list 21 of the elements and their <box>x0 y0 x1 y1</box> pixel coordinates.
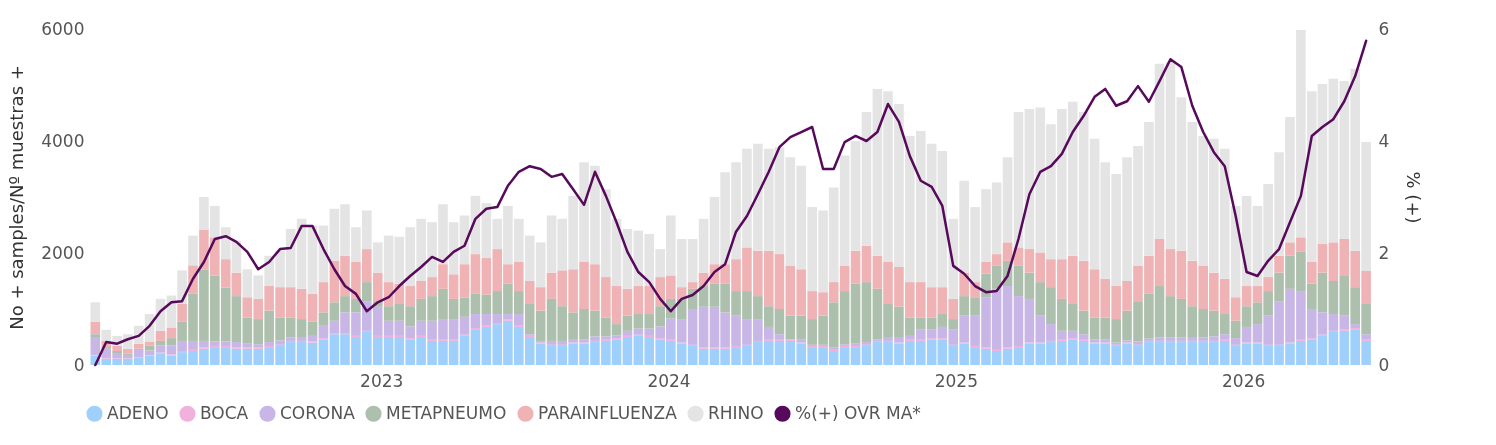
y-tick-label: 4000 <box>41 130 85 151</box>
legend-label: PARAINFLUENZA <box>538 402 678 423</box>
x-tick-label: 2024 <box>647 370 691 391</box>
y-tick-label: 0 <box>73 354 85 375</box>
y2-tick-label: 6 <box>1378 18 1390 39</box>
legend-label: CORONA <box>280 402 356 423</box>
y2-axis-title: % (+) <box>1403 171 1425 224</box>
x-tick-label: 2023 <box>360 370 404 391</box>
legend-label: RHINO <box>708 402 764 423</box>
legend-label: BOCA <box>200 402 249 423</box>
x-tick-label: 2025 <box>934 370 978 391</box>
y-tick-label: 2000 <box>41 242 85 263</box>
legend-label: ADENO <box>107 402 169 423</box>
y-tick-label: 6000 <box>41 18 85 39</box>
x-tick-label: 2026 <box>1222 370 1266 391</box>
legend-label: %(+) OVR MA* <box>795 402 921 423</box>
y2-tick-label: 4 <box>1378 130 1390 151</box>
legend-label: METAPNEUMO <box>386 402 507 423</box>
y-axis-title: No + samples/Nº muestras + <box>6 65 28 330</box>
y2-tick-label: 0 <box>1378 354 1390 375</box>
y2-tick-label: 2 <box>1378 242 1390 263</box>
